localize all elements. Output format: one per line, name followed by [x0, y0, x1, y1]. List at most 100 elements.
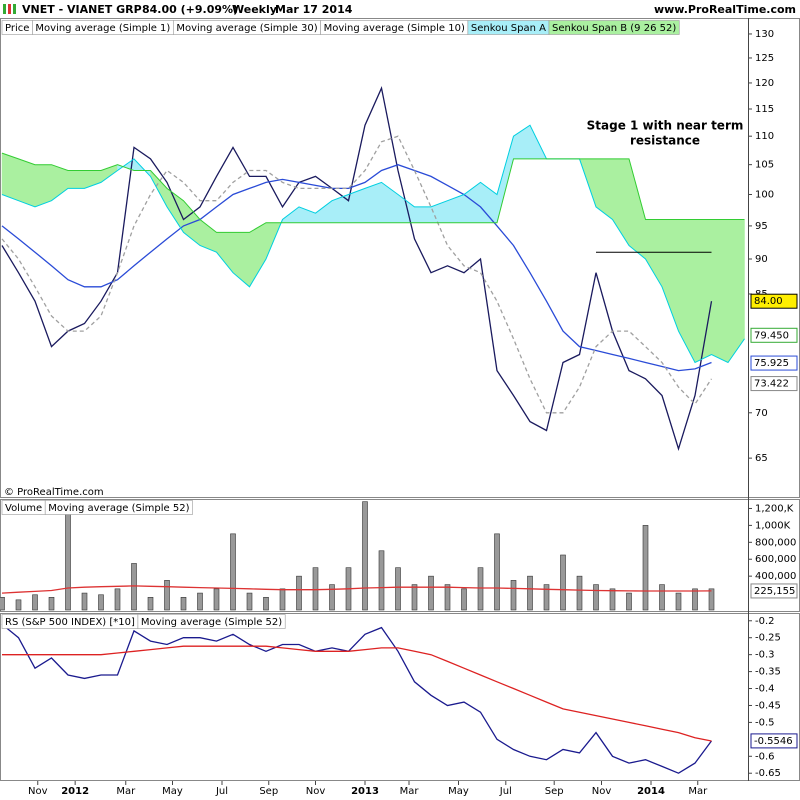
- y-tick-label: 600,000: [755, 554, 796, 565]
- volume-bar: [692, 588, 698, 611]
- volume-bar: [461, 588, 467, 611]
- volume-bar: [626, 592, 632, 611]
- y-tick-label: -0.35: [755, 667, 781, 678]
- y-tick-label: 120: [755, 78, 774, 89]
- volume-bar: [444, 584, 451, 611]
- value-badge-label: -0.5546: [754, 736, 793, 747]
- cloud: [694, 219, 712, 363]
- y-tick-label: 105: [755, 160, 774, 171]
- y-tick-label: 115: [755, 104, 774, 115]
- value-badge: [750, 733, 798, 749]
- y-tick-label: 110: [755, 131, 774, 142]
- annotation: Stage 1 with near term: [587, 119, 744, 133]
- x-tick-label: Nov: [306, 786, 326, 797]
- value-badge-label: 225,155: [754, 586, 795, 597]
- value-badge-label: 73.422: [754, 379, 789, 390]
- series-line: [1, 623, 713, 774]
- volume-bar: [312, 567, 319, 611]
- cloud: [364, 182, 382, 223]
- annotation: resistance: [630, 134, 700, 148]
- cloud: [34, 164, 52, 208]
- x-tick-label: Nov: [592, 786, 612, 797]
- value-badge-label: 84.00: [754, 296, 783, 307]
- value-badge: [750, 293, 798, 309]
- cloud: [18, 158, 36, 208]
- y-tick-label: -0.65: [755, 768, 781, 779]
- logo: [3, 4, 6, 14]
- legend-label: Moving average (Simple 52): [141, 617, 282, 628]
- y-tick-label: 100: [755, 190, 774, 201]
- cloud: [1, 152, 19, 202]
- y-tick-label: -0.6: [755, 751, 775, 762]
- volume-bar: [675, 592, 682, 611]
- legend-label: Moving average (Simple 10): [324, 23, 465, 34]
- x-tick-label: May: [162, 786, 183, 797]
- volume-bar: [263, 597, 269, 611]
- series-line: [1, 152, 745, 233]
- series-line: [2, 645, 712, 742]
- volume-bar: [114, 588, 121, 611]
- value-badge-label: 75.925: [754, 358, 789, 369]
- volume-bar: [48, 597, 55, 611]
- volume-bar: [411, 584, 418, 611]
- y-tick-label: -0.2: [755, 616, 775, 627]
- volume-bar: [428, 575, 434, 611]
- volume-bar: [147, 597, 154, 611]
- volume-bar: [197, 592, 203, 611]
- volume-bar: [510, 580, 517, 611]
- series-line: [1, 135, 713, 414]
- volume-bar: [494, 533, 500, 611]
- volume-bar: [560, 554, 566, 611]
- legend-label: Moving average (Simple 30): [176, 23, 317, 34]
- x-tick-label: 2012: [61, 786, 89, 797]
- value-badge: [750, 583, 798, 599]
- quote: 84.00 (+9.09%): [142, 3, 238, 16]
- legend-label: Senkou Span B (9 26 52): [552, 23, 676, 34]
- y-tick-label: -0.45: [755, 700, 781, 711]
- volume-bar: [329, 584, 335, 611]
- volume-bar: [0, 597, 5, 611]
- volume-bar: [543, 584, 550, 611]
- y-tick-label: 130: [755, 29, 774, 40]
- volume-bar: [477, 567, 484, 611]
- volume-bar: [164, 580, 170, 611]
- y-tick-label: -0.4: [755, 684, 775, 695]
- site: www.ProRealTime.com: [654, 3, 796, 16]
- value-badge-label: 79.450: [754, 330, 789, 341]
- volume-bar: [708, 588, 715, 611]
- logo: [13, 4, 16, 14]
- legend-box: [137, 614, 286, 629]
- x-tick-label: 2014: [637, 786, 665, 797]
- x-tick-label: Sep: [259, 786, 278, 797]
- volume-bar: [180, 597, 187, 611]
- volume-bar: [246, 592, 253, 611]
- volume-bar: [296, 575, 302, 611]
- volume-bar: [98, 594, 104, 611]
- y-tick-label: -0.25: [755, 633, 781, 644]
- y-tick-label: -0.5: [755, 717, 775, 728]
- y-tick-label: 65: [755, 453, 768, 464]
- legend-box: [548, 20, 680, 35]
- volume-bar: [279, 588, 286, 611]
- y-tick-label: 800,000: [755, 537, 796, 548]
- cloud: [414, 206, 432, 223]
- volume-bar: [659, 584, 665, 611]
- cloud: [727, 219, 745, 364]
- legend-label: Senkou Span A: [471, 23, 546, 34]
- series-line: [1, 85, 713, 451]
- legend-label: RS (S&P 500 INDEX) [*10]: [5, 617, 135, 628]
- value-badge: [750, 327, 798, 343]
- series-line: [1, 124, 745, 364]
- volume-bar: [81, 592, 88, 611]
- volume-bar: [15, 599, 22, 611]
- y-tick-label: -0.3: [755, 650, 775, 661]
- value-badge: [750, 376, 798, 392]
- logo: [8, 4, 11, 14]
- legend-box: [44, 500, 193, 515]
- x-tick-label: Mar: [688, 786, 708, 797]
- volume-bar: [395, 567, 401, 611]
- y-tick-label: 125: [755, 53, 774, 64]
- legend-label: Moving average (Simple 1): [35, 23, 170, 34]
- x-tick-label: Mar: [116, 786, 136, 797]
